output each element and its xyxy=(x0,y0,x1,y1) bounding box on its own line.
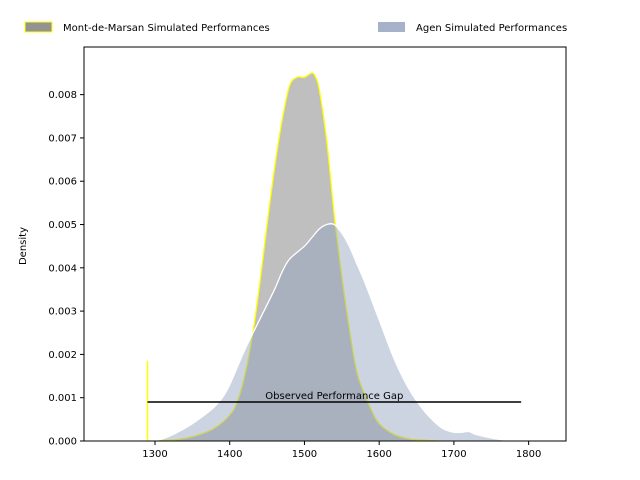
legend-swatch-agen xyxy=(378,22,405,32)
y-tick-label: 0.005 xyxy=(48,220,77,231)
axes-frame xyxy=(83,46,567,442)
series-area-agen xyxy=(147,223,522,441)
x-tick-label: 1800 xyxy=(516,449,541,460)
plot-area: Observed Performance Gap xyxy=(146,72,522,442)
x-tick-label: 1300 xyxy=(142,449,167,460)
y-tick-label: 0.002 xyxy=(48,350,77,361)
y-tick-label: 0.007 xyxy=(48,133,77,144)
y-tick-label: 0.001 xyxy=(48,393,77,404)
y-tick-label: 0.003 xyxy=(48,307,77,318)
x-tick-label: 1500 xyxy=(292,449,317,460)
y-tick-label: 0.004 xyxy=(48,263,77,274)
y-tick-label: 0.008 xyxy=(48,90,77,101)
x-tick-label: 1600 xyxy=(366,449,391,460)
y-axis-label: Density xyxy=(18,227,29,265)
y-tick-label: 0.006 xyxy=(48,177,77,188)
series-line-mont-de-marsan xyxy=(147,72,439,442)
annotation-label: Observed Performance Gap xyxy=(265,391,403,402)
legend-swatch-mont-de-marsan xyxy=(24,21,53,33)
legend-label: Agen Simulated Performances xyxy=(416,23,567,34)
x-tick-label: 1700 xyxy=(441,449,466,460)
x-tick-label: 1400 xyxy=(217,449,242,460)
axes: 1300 1400 1500 1600 1700 1800 0.000 0.001 0.002 0… xyxy=(48,46,567,460)
y-tick-label: 0.000 xyxy=(48,437,77,448)
legend-label: Mont-de-Marsan Simulated Performances xyxy=(63,23,270,34)
series-line-agen xyxy=(147,223,522,442)
series-area-mont-de-marsan xyxy=(147,72,439,441)
legend: Mont-de-Marsan Simulated Performances Age… xyxy=(24,21,567,34)
